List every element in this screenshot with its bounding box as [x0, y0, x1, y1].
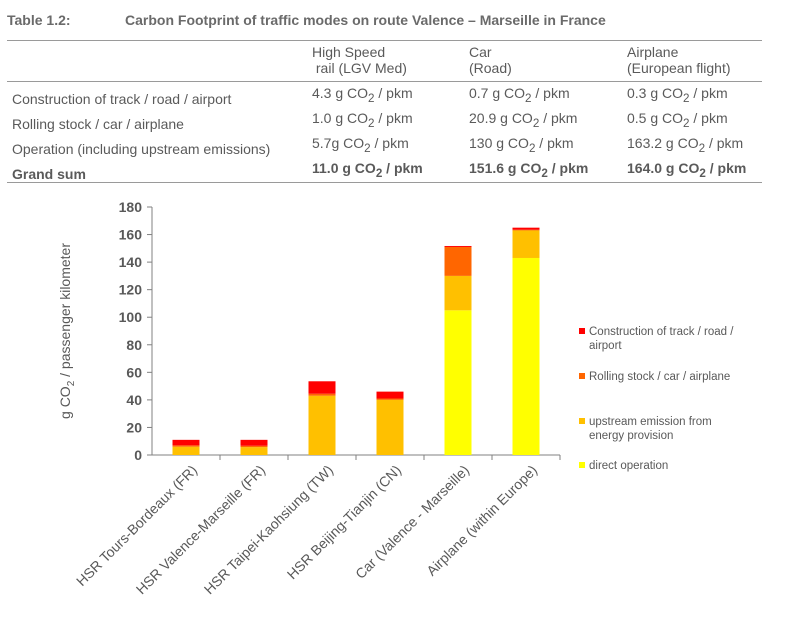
y-tick-label: 100: [119, 309, 143, 325]
y-tick-label: 120: [119, 282, 143, 298]
header-cell-car: Car (Road): [464, 40, 622, 82]
y-axis-label: g CO2 / passenger kilometer: [57, 243, 77, 419]
row-label: Operation (including upstream emissions): [12, 141, 271, 157]
y-tick-label: 20: [126, 419, 142, 435]
header-airplane-line2: (European flight): [627, 60, 731, 76]
table-row: Rolling stock / car / airplane 1.0 g CO2…: [7, 107, 762, 132]
bar-segment: [240, 439, 268, 446]
bar-segment: [172, 439, 200, 446]
bar-segment: [376, 399, 404, 455]
table-cell: 1.0 g CO2 / pkm: [312, 110, 413, 130]
legend-swatch: [579, 418, 585, 424]
bar-segment: [512, 257, 540, 455]
legend-swatch: [579, 373, 585, 379]
y-tick-label: 0: [134, 447, 142, 463]
y-tick-label: 180: [119, 199, 143, 215]
header-car-line2: (Road): [469, 60, 512, 76]
table-cell: 130 g CO2 / pkm: [469, 135, 574, 155]
legend-swatch: [579, 328, 585, 334]
bar-segment: [512, 230, 540, 258]
y-tick-label: 40: [126, 392, 142, 408]
bar-segment: [444, 246, 472, 276]
table-title: Carbon Footprint of traffic modes on rou…: [125, 12, 606, 28]
table-cell: 4.3 g CO2 / pkm: [307, 81, 464, 107]
legend-label: direct operation: [589, 460, 668, 472]
bar-segment: [376, 391, 404, 399]
table-cell: 0.5 g CO2 / pkm: [627, 110, 728, 130]
table-cell: 0.3 g CO2 / pkm: [622, 81, 762, 107]
bar-segment: [240, 445, 268, 448]
header-hsr-line1: High Speed: [312, 44, 386, 60]
x-category-label: HSR Tours-Bordeaux (FR): [73, 462, 200, 589]
x-category-label: Airplane (within Europe): [423, 462, 540, 579]
bar-segment: [444, 245, 472, 247]
table-cell: 11.0 g CO2 / pkm: [307, 157, 464, 183]
table-cell: 5.7g CO2 / pkm: [312, 135, 409, 155]
table-cell: 163.2 g CO2 / pkm: [627, 135, 744, 155]
table-number: Table 1.2:: [7, 12, 71, 28]
row-label: Rolling stock / car / airplane: [12, 116, 184, 132]
legend-label: Construction of track / road / airport: [589, 326, 734, 352]
bar-segment: [444, 275, 472, 311]
header-airplane-line1: Airplane: [627, 44, 679, 60]
bar-segment: [240, 447, 268, 455]
bar-segment: [308, 381, 336, 394]
header-car-line1: Car: [469, 44, 492, 60]
bar-segment: [444, 310, 472, 455]
legend-label: upstream emission from energy provision: [589, 416, 712, 442]
row-label: Construction of track / road / airport: [7, 81, 307, 107]
bar-segment: [308, 393, 336, 396]
x-category-label: HSR Beijing-Tianjin (CN): [284, 462, 404, 582]
table-row: Operation (including upstream emissions)…: [7, 132, 762, 157]
header-cell-empty: [7, 40, 307, 82]
table-caption: Table 1.2: Carbon Footprint of traffic mo…: [7, 12, 606, 28]
bar-segment: [512, 227, 540, 230]
y-tick-label: 140: [119, 254, 143, 270]
y-tick-label: 60: [126, 364, 142, 380]
header-cell-hsr: High Speed rail (LGV Med): [307, 40, 464, 82]
row-label: Grand sum: [7, 157, 307, 183]
carbon-footprint-table: High Speed rail (LGV Med) Car (Road) Airp…: [7, 40, 762, 183]
legend-label: Rolling stock / car / airplane: [589, 371, 730, 383]
table-row-grand-sum: Grand sum 11.0 g CO2 / pkm 151.6 g CO2 /…: [7, 157, 762, 183]
header-hsr-line2: rail (LGV Med): [315, 60, 407, 76]
table-cell: 0.7 g CO2 / pkm: [464, 81, 622, 107]
x-category-label: Car (Valence - Marseille): [352, 462, 472, 582]
bar-segment: [308, 395, 336, 455]
table-header-row: High Speed rail (LGV Med) Car (Road) Airp…: [7, 40, 762, 82]
legend-swatch: [579, 462, 585, 468]
table-row: Construction of track / road / airport 4…: [7, 81, 762, 107]
bar-segment: [512, 229, 540, 231]
bar-segment: [172, 446, 200, 455]
stacked-bar-chart: 0 20 40 60 80 100 120 140 160 180 g CO2 / passenge…: [57, 199, 734, 597]
y-tick-label: 160: [119, 227, 143, 243]
table-cell: 20.9 g CO2 / pkm: [469, 110, 578, 130]
bar-segment: [172, 445, 200, 447]
y-tick-label: 80: [126, 337, 142, 353]
table-cell: 151.6 g CO2 / pkm: [464, 157, 622, 183]
header-cell-airplane: Airplane (European flight): [622, 40, 762, 82]
x-category-label: HSR Valence-Marseille (FR): [133, 462, 268, 597]
x-category-label: HSR Taipei-Kaohsiung (TW): [201, 462, 336, 597]
table-cell: 164.0 g CO2 / pkm: [622, 157, 762, 183]
bar-segment: [376, 398, 404, 400]
